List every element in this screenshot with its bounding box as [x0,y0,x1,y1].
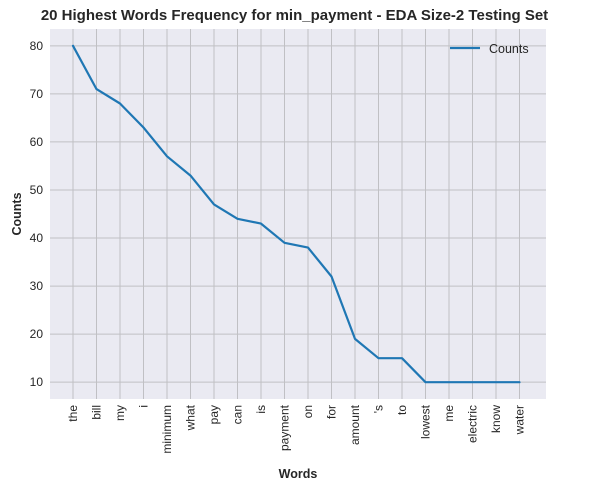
x-tick-label: amount [348,404,362,445]
x-tick-label: 's [372,405,386,413]
series-line-counts [71,44,521,384]
y-tick-label: 50 [30,183,44,197]
x-tick-label: electric [466,405,480,443]
x-axis-ticks: the bill my i minimum what pay can is payment on fo… [66,404,527,453]
x-tick-label: my [113,405,127,421]
x-tick-label: for [325,405,339,419]
x-tick-label: on [301,405,315,418]
x-tick-label: the [66,405,80,422]
x-tick-label: minimum [160,405,174,454]
x-tick-label: know [489,405,503,433]
y-axis-label: Counts [10,192,24,235]
y-axis-ticks: 10 20 30 40 50 60 70 80 [30,39,44,389]
legend-label-counts: Counts [489,42,529,56]
x-tick-label: me [442,405,456,422]
y-tick-label: 10 [30,375,44,389]
y-tick-label: 40 [30,231,44,245]
x-axis-label: Words [279,467,318,481]
grid-lines [50,29,546,399]
x-tick-label: is [254,405,268,414]
y-tick-label: 80 [30,39,44,53]
y-tick-label: 30 [30,279,44,293]
x-tick-label: to [395,405,409,415]
x-tick-label: pay [207,405,221,424]
x-tick-label: what [184,404,198,431]
plot-area [50,29,546,399]
x-tick-label: lowest [419,404,433,439]
x-tick-label: water [513,405,527,435]
x-tick-label: payment [278,404,292,451]
x-tick-label: bill [90,405,104,420]
y-tick-label: 70 [30,87,44,101]
x-tick-label: can [231,405,245,424]
chart-title: 20 Highest Words Frequency for min_payme… [40,7,549,24]
x-tick-label: i [137,405,151,408]
legend: Counts [450,42,529,56]
y-tick-label: 20 [30,327,44,341]
y-tick-label: 60 [30,135,44,149]
